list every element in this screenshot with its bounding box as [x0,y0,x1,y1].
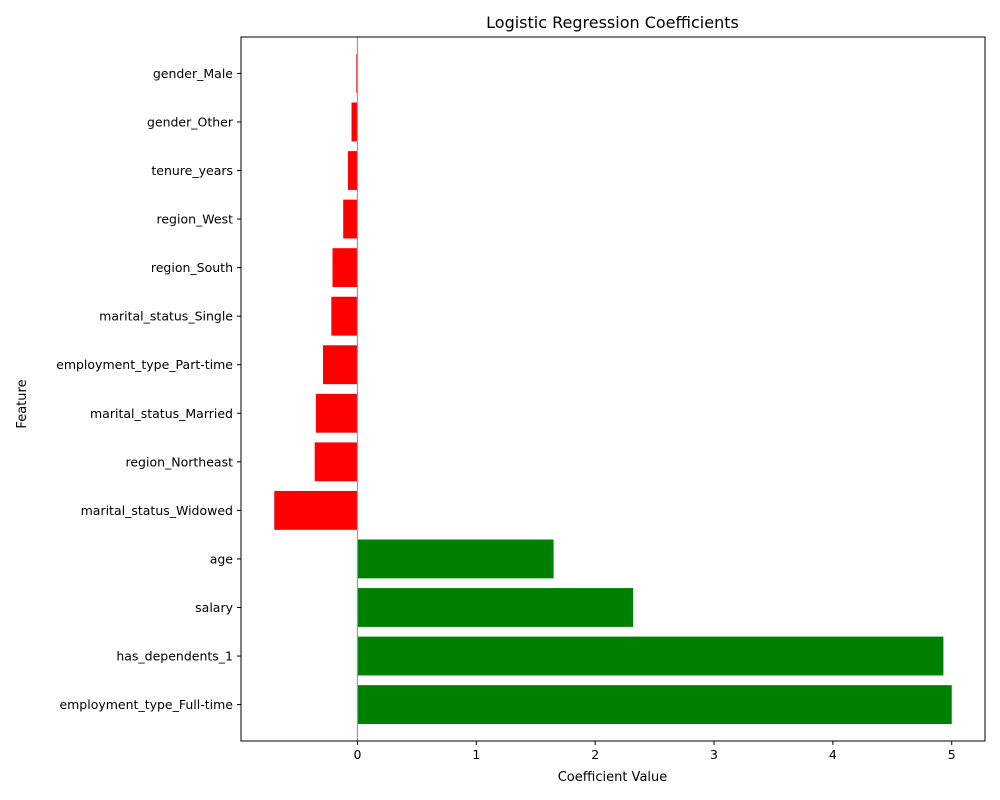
bar-marital_status_Married [315,393,358,433]
chart-title: Logistic Regression Coefficients [486,13,739,32]
plot-frame [240,36,986,742]
y-axis-label: Feature [15,379,30,428]
y-tick-label: marital_status_Single [99,309,233,324]
x-tick-label: 1 [472,747,480,762]
x-tick-label: 5 [948,747,956,762]
y-tick-label: has_dependents_1 [116,649,233,664]
bars-group [274,53,952,725]
bar-employment_type_Part-time [323,345,358,385]
bar-marital_status_Single [331,296,358,336]
bar-age [357,539,554,579]
bar-employment_type_Full-time [357,685,952,725]
y-tick-label: tenure_years [151,163,233,178]
x-tick-label: 2 [591,747,599,762]
y-ticks-group: employment_type_Full-time has_dependents_… [56,66,241,712]
x-tick-label: 3 [710,747,718,762]
bar-has_dependents_1 [357,636,944,676]
y-tick-label: marital_status_Widowed [81,503,233,518]
x-tick-label: 4 [829,747,837,762]
y-tick-label: employment_type_Part-time [56,357,233,372]
y-tick-label: region_South [151,260,233,275]
x-tick-label: 0 [353,747,361,762]
x-axis-label: Coefficient Value [558,770,668,785]
bar-tenure_years [347,151,358,190]
y-tick-label: marital_status_Married [90,406,233,421]
y-tick-label: region_Northeast [125,454,233,469]
y-tick-label: salary [195,600,233,615]
y-tick-label: gender_Other [147,114,234,129]
y-tick-label: employment_type_Full-time [59,697,233,712]
y-tick-label: region_West [156,212,233,227]
bar-region_Northeast [314,442,358,482]
bar-region_South [332,248,358,288]
y-tick-label: gender_Male [153,66,233,81]
bar-marital_status_Widowed [274,490,358,530]
bar-region_West [343,199,358,239]
y-tick-label: age [210,551,234,566]
x-ticks-group: 0 1 2 3 4 5 [353,741,956,762]
bar-salary [357,588,634,627]
bar-gender_Other [351,102,358,142]
